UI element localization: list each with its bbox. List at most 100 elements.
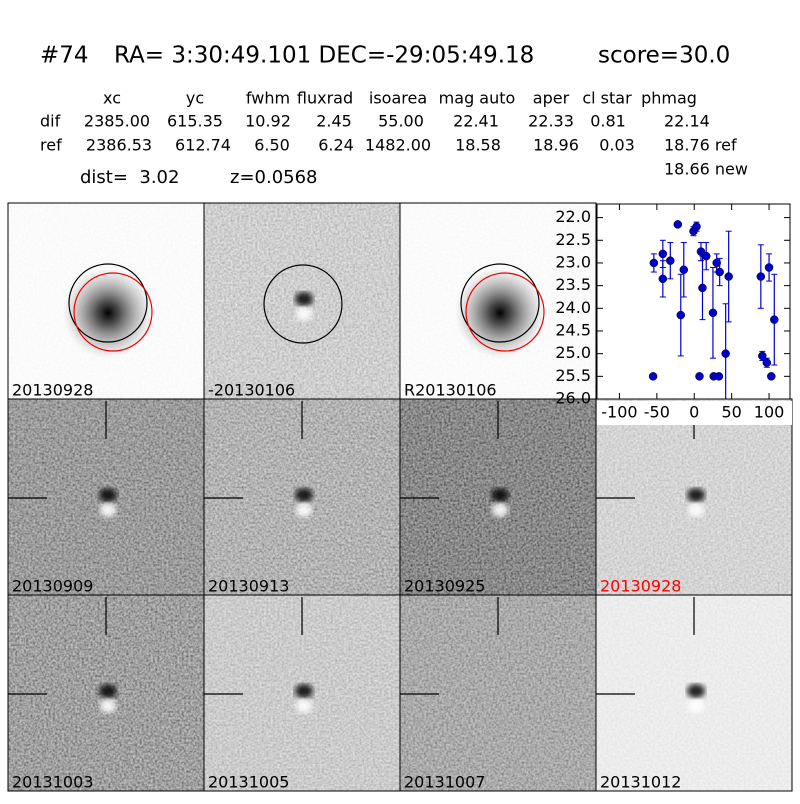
data-point: [698, 283, 707, 293]
image-panel: 20130928: [7, 202, 205, 400]
image-panel: 20130913: [203, 398, 401, 596]
data-point: [676, 310, 686, 320]
y-tick-label: 24.5: [555, 320, 591, 339]
table-cell: 2.45: [316, 112, 352, 131]
panel-label: 20131012: [600, 773, 681, 792]
panel-label: 20131007: [404, 773, 485, 792]
table-cell: 6.24: [318, 136, 354, 155]
y-tick-label: 23.0: [555, 252, 591, 271]
table-cell: 612.74: [175, 136, 231, 155]
data-point: [692, 222, 701, 231]
column-header: isoarea: [369, 89, 427, 108]
residual-dark: [99, 684, 117, 698]
column-header: phmag: [641, 89, 697, 108]
plot-frame: [596, 203, 791, 400]
data-point: [767, 372, 776, 381]
residual-dark: [295, 488, 313, 502]
table-cell: 10.92: [245, 112, 291, 131]
data-point: [758, 351, 767, 361]
residual-dark: [687, 488, 705, 502]
aperture-circle: [465, 272, 545, 352]
table-cell: 0.81: [590, 112, 626, 131]
data-point: [658, 249, 668, 259]
residual-bright: [492, 503, 508, 517]
y-tick-label: 23.5: [555, 275, 591, 294]
light-curve: 22.0 22.5 23.0 23.5 24.0 24.5 25.0 25.5 26.0 -100…: [555, 203, 792, 425]
data-point: [721, 349, 730, 358]
image-panel: 20131012: [595, 594, 793, 792]
column-header: fwhm: [246, 89, 290, 108]
data-point: [762, 358, 772, 367]
x-tick-label: 50: [721, 403, 741, 422]
image-panel: 20130928: [595, 398, 793, 596]
residual-bright: [296, 699, 312, 713]
column-header: mag auto: [439, 89, 516, 108]
table-cell: 1482.00: [365, 136, 431, 155]
x-label-strip: [597, 401, 792, 425]
plot-background: [597, 204, 790, 399]
panel-label: 20131005: [208, 773, 289, 792]
y-tick-label: 22.5: [555, 230, 591, 249]
data-point: [701, 251, 711, 261]
data-point: [695, 372, 704, 381]
galaxy: [455, 268, 545, 358]
table-cell: 18.58: [455, 136, 501, 155]
x-tick-label: 0: [689, 403, 699, 422]
x-tick-label: -50: [644, 403, 670, 422]
data-point: [708, 308, 718, 318]
phmag-note: 18.66 new: [664, 160, 748, 179]
table-cell: 18.76 ref: [664, 136, 737, 155]
residual-bright: [296, 307, 312, 321]
residual-dark: [99, 488, 117, 502]
y-tick-label: 25.5: [555, 366, 591, 385]
score: score=30.0: [598, 43, 730, 69]
aperture-circle: [460, 263, 540, 343]
table-cell: 22.41: [453, 112, 499, 131]
panel-label: 20130909: [12, 577, 93, 596]
image-panel: -20130106: [203, 202, 401, 400]
y-tick-label: 22.0: [555, 207, 591, 226]
column-header: xc: [103, 89, 121, 108]
panel-frame: [595, 594, 793, 792]
residual-bright: [100, 503, 116, 517]
y-tick-label: 26.0: [555, 389, 591, 408]
data-point: [724, 272, 733, 281]
table-cell: 22.14: [664, 112, 710, 131]
table-cell: 55.00: [378, 112, 424, 131]
distance: dist= 3.02: [80, 167, 179, 188]
column-header: fluxrad: [297, 89, 353, 108]
data-point: [673, 220, 683, 229]
image-panel: R20130106: [399, 202, 597, 400]
object-id: #74: [40, 43, 89, 69]
residual-dark: [491, 488, 509, 502]
residual-bright: [688, 699, 704, 713]
image-panel: 20131005: [203, 594, 401, 792]
data-point: [715, 267, 724, 277]
coordinates: RA= 3:30:49.101 DEC=-29:05:49.18: [114, 43, 534, 69]
data-point: [679, 265, 689, 275]
data-point: [649, 258, 659, 268]
table-cell: 2385.00: [84, 112, 150, 131]
y-tick-label: 24.0: [555, 298, 591, 317]
panel-label: 20130925: [404, 577, 485, 596]
table-cell: 18.96: [533, 136, 579, 155]
image-panel: 20130925: [399, 398, 597, 596]
panel-label: 20130913: [208, 577, 289, 596]
table-cell: 2386.53: [86, 136, 152, 155]
table-cell: 6.50: [254, 136, 290, 155]
panel-label: R20130106: [404, 381, 497, 400]
data-point: [712, 258, 721, 268]
aperture-circle: [73, 272, 153, 352]
panel-label: 20130928: [600, 577, 681, 596]
data-point: [764, 263, 774, 272]
panel-label: 20131003: [12, 773, 93, 792]
image-panel: 20131003: [7, 594, 205, 792]
panel-label: 20130928: [12, 381, 93, 400]
table-cell: 22.33: [528, 112, 574, 131]
x-tick-label: 100: [754, 403, 785, 422]
panel-label: -20130106: [208, 381, 295, 400]
data-point: [648, 372, 658, 381]
image-panel: 20131007: [399, 594, 597, 792]
row-label: ref: [40, 136, 62, 155]
